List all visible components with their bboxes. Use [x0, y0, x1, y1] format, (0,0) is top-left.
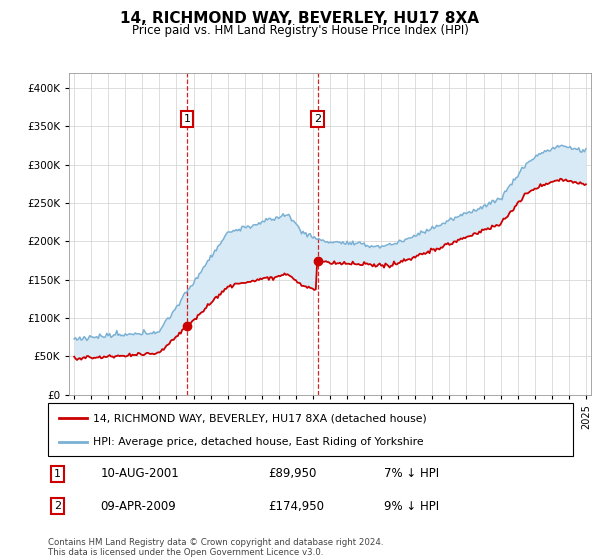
- Text: 14, RICHMOND WAY, BEVERLEY, HU17 8XA (detached house): 14, RICHMOND WAY, BEVERLEY, HU17 8XA (de…: [92, 413, 427, 423]
- Text: 10-AUG-2001: 10-AUG-2001: [101, 467, 179, 480]
- Text: Price paid vs. HM Land Registry's House Price Index (HPI): Price paid vs. HM Land Registry's House …: [131, 24, 469, 36]
- Text: Contains HM Land Registry data © Crown copyright and database right 2024.
This d: Contains HM Land Registry data © Crown c…: [48, 538, 383, 557]
- Text: HPI: Average price, detached house, East Riding of Yorkshire: HPI: Average price, detached house, East…: [92, 436, 423, 446]
- Text: £174,950: £174,950: [269, 500, 325, 513]
- Text: £89,950: £89,950: [269, 467, 317, 480]
- Text: 2: 2: [314, 114, 321, 124]
- Text: 2: 2: [54, 501, 61, 511]
- Text: 1: 1: [184, 114, 191, 124]
- Text: 09-APR-2009: 09-APR-2009: [101, 500, 176, 513]
- Text: 14, RICHMOND WAY, BEVERLEY, HU17 8XA: 14, RICHMOND WAY, BEVERLEY, HU17 8XA: [121, 11, 479, 26]
- Text: 7% ↓ HPI: 7% ↓ HPI: [384, 467, 439, 480]
- Text: 1: 1: [54, 469, 61, 479]
- Text: 9% ↓ HPI: 9% ↓ HPI: [384, 500, 439, 513]
